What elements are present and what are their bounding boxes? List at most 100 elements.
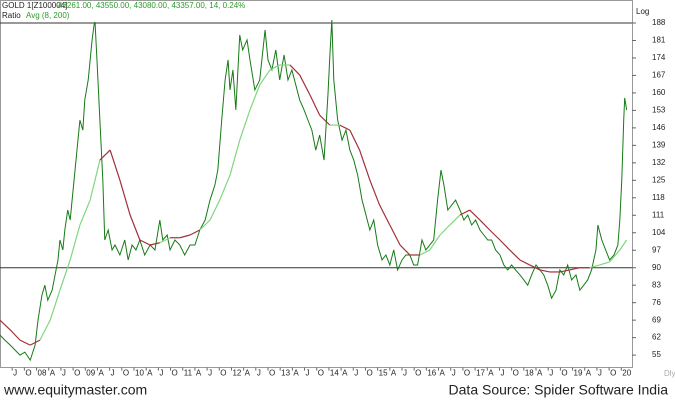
x-tick-label: 10	[135, 369, 144, 378]
x-tick-label: J	[159, 369, 163, 378]
moving-average-segment	[289, 64, 301, 76]
x-tick-label: A	[50, 369, 56, 378]
moving-average-segment	[319, 114, 331, 126]
moving-average-segment	[309, 94, 321, 116]
y-tick-label: 97	[652, 245, 661, 254]
x-tick-label: J	[257, 369, 261, 378]
y-tick-label: 62	[652, 333, 661, 342]
moving-average-segment	[109, 149, 121, 181]
x-tick-label: 13	[281, 369, 290, 378]
moving-average-segment	[359, 149, 371, 181]
x-tick-label: O	[172, 369, 178, 378]
y-tick-label: 69	[652, 315, 661, 324]
x-tick-label: O	[415, 369, 421, 378]
moving-average-segment	[469, 209, 481, 221]
x-tick-label: O	[513, 369, 519, 378]
moving-average-segment	[489, 229, 501, 241]
y-tick-label: 188	[652, 18, 666, 27]
scale-label: Log	[636, 7, 649, 16]
x-tick-label: O	[123, 369, 129, 378]
x-tick-label: 15	[379, 369, 388, 378]
x-tick-label: J	[452, 369, 456, 378]
x-tick-label: A	[98, 369, 104, 378]
moving-average-segment	[0, 319, 11, 331]
moving-average-segment	[509, 249, 521, 261]
x-tick-label: O	[25, 369, 31, 378]
y-tick-label: 111	[652, 210, 665, 219]
x-tick-label: 20	[622, 369, 631, 378]
x-tick-label: J	[13, 369, 17, 378]
x-tick-label: J	[62, 369, 66, 378]
moving-average-segment	[369, 179, 381, 206]
x-tick-label: 18	[525, 369, 534, 378]
moving-average-segment	[259, 69, 271, 86]
period-label: Dly	[664, 369, 675, 378]
moving-average-segment	[69, 224, 81, 261]
y-tick-label: 153	[652, 106, 666, 115]
price-line	[0, 19, 628, 362]
moving-average-segment	[339, 124, 351, 131]
x-tick-label: O	[74, 369, 80, 378]
x-tick-label: J	[354, 369, 358, 378]
moving-average-segment	[39, 319, 51, 341]
x-tick-label: A	[342, 369, 348, 378]
moving-average-segment	[9, 329, 21, 341]
moving-average-segment	[559, 269, 570, 273]
chart-subtitle: 43261.00, 43550.00, 43080.00, 43357.00, …	[58, 1, 245, 10]
x-tick-label: A	[488, 369, 494, 378]
y-tick-label: 146	[652, 123, 666, 132]
moving-average-segment	[219, 174, 231, 201]
x-tick-label: J	[500, 369, 504, 378]
moving-average-segment	[179, 234, 191, 239]
moving-average-segment	[99, 149, 111, 161]
y-tick-label: 76	[652, 298, 661, 307]
x-tick-label: 11	[184, 369, 193, 378]
x-tick-label: A	[196, 369, 202, 378]
moving-average-segment	[599, 261, 610, 266]
moving-average-segment	[459, 209, 471, 216]
x-tick-label: A	[586, 369, 592, 378]
x-tick-label: O	[220, 369, 226, 378]
indicator-label: Ratio	[2, 11, 21, 20]
moving-average-segment	[189, 229, 201, 236]
x-tick-label: A	[391, 369, 397, 378]
x-tick-label: J	[549, 369, 553, 378]
x-tick-label: A	[293, 369, 299, 378]
x-tick-label: O	[464, 369, 470, 378]
moving-average-segment	[419, 249, 431, 256]
moving-average-segment	[159, 237, 171, 244]
chart-title: GOLD 1[Z100004]	[2, 1, 67, 10]
legend-entry: Avg (8, 200)	[26, 11, 70, 20]
moving-average-segment	[519, 259, 530, 266]
x-tick-label: J	[306, 369, 310, 378]
x-tick-label: 16	[427, 369, 436, 378]
y-tick-label: 125	[652, 175, 666, 184]
y-tick-label: 118	[652, 193, 665, 202]
x-tick-label: J	[111, 369, 115, 378]
y-tick-label: 181	[652, 36, 666, 45]
moving-average-segment	[439, 224, 451, 236]
moving-average-segment	[569, 267, 580, 271]
x-tick-label: O	[269, 369, 275, 378]
x-tick-label: 08	[38, 369, 47, 378]
moving-average-segment	[479, 219, 491, 231]
moving-average-segment	[199, 219, 211, 231]
x-tick-label: A	[537, 369, 543, 378]
moving-average-segment	[499, 239, 511, 251]
moving-average-segment	[59, 259, 71, 291]
x-tick-label: O	[366, 369, 372, 378]
moving-average-segment	[619, 239, 628, 251]
x-tick-label: A	[245, 369, 251, 378]
y-tick-label: 90	[652, 263, 661, 272]
moving-average-segment	[129, 214, 141, 241]
y-tick-label: 174	[652, 53, 666, 62]
moving-average-segment	[539, 269, 550, 273]
moving-average-segment	[299, 74, 311, 96]
moving-average-segment	[239, 109, 251, 141]
x-tick-label: A	[147, 369, 153, 378]
moving-average-segment	[29, 339, 41, 346]
x-tick-label: 09	[86, 369, 95, 378]
x-tick-label: J	[598, 369, 602, 378]
